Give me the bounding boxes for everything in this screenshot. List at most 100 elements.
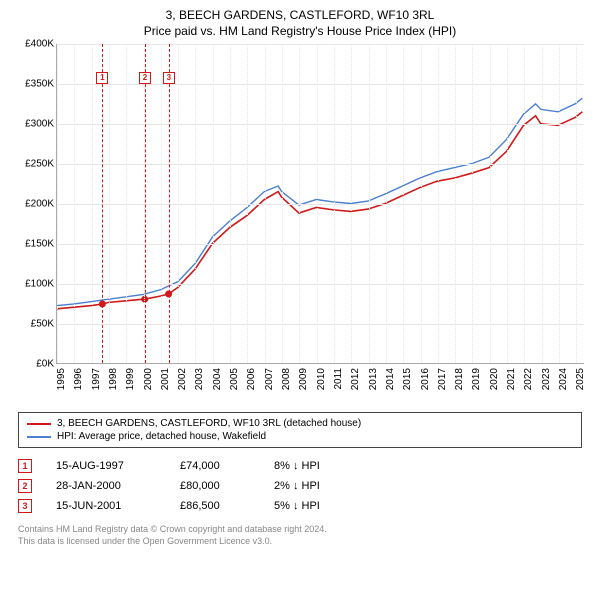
y-tick-label: £200K — [25, 199, 54, 210]
x-tick-label: 2005 — [229, 368, 240, 390]
x-tick-label: 2003 — [194, 368, 205, 390]
transaction-hpi-diff: 8% ↓ HPI — [274, 460, 354, 472]
series-line — [57, 98, 582, 305]
transaction-marker-line — [145, 44, 146, 363]
chart-area: £0K£50K£100K£150K£200K£250K£300K£350K£40… — [10, 44, 590, 404]
grid-vertical — [351, 44, 352, 363]
title-block: 3, BEECH GARDENS, CASTLEFORD, WF10 3RL P… — [10, 8, 590, 38]
y-tick-label: £300K — [25, 119, 54, 130]
grid-vertical — [472, 44, 473, 363]
title-subtitle: Price paid vs. HM Land Registry's House … — [10, 24, 590, 38]
y-tick-label: £0K — [36, 359, 54, 370]
x-tick-label: 2020 — [489, 368, 500, 390]
grid-horizontal — [57, 84, 584, 85]
grid-horizontal — [57, 284, 584, 285]
transaction-row-marker: 3 — [18, 499, 32, 513]
transaction-price: £74,000 — [180, 460, 250, 472]
grid-vertical — [438, 44, 439, 363]
x-tick-label: 2006 — [246, 368, 257, 390]
x-tick-label: 2012 — [350, 368, 361, 390]
legend-item: 3, BEECH GARDENS, CASTLEFORD, WF10 3RL (… — [27, 417, 573, 430]
transaction-price: £80,000 — [180, 480, 250, 492]
transaction-row: 228-JAN-2000£80,0002% ↓ HPI — [18, 476, 582, 496]
grid-vertical — [126, 44, 127, 363]
grid-vertical — [213, 44, 214, 363]
grid-vertical — [247, 44, 248, 363]
grid-vertical — [455, 44, 456, 363]
x-tick-label: 2007 — [264, 368, 275, 390]
y-tick-label: £50K — [31, 319, 54, 330]
x-tick-label: 2011 — [333, 368, 344, 390]
transaction-price: £86,500 — [180, 500, 250, 512]
x-tick-label: 2008 — [281, 368, 292, 390]
grid-vertical — [230, 44, 231, 363]
x-tick-label: 2015 — [402, 368, 413, 390]
grid-horizontal — [57, 244, 584, 245]
grid-vertical — [178, 44, 179, 363]
transaction-hpi-diff: 2% ↓ HPI — [274, 480, 354, 492]
legend-swatch — [27, 436, 51, 438]
x-tick-label: 2009 — [298, 368, 309, 390]
grid-vertical — [403, 44, 404, 363]
grid-vertical — [524, 44, 525, 363]
grid-vertical — [57, 44, 58, 363]
x-tick-label: 2002 — [177, 368, 188, 390]
grid-vertical — [369, 44, 370, 363]
x-tick-label: 2017 — [437, 368, 448, 390]
x-tick-label: 2024 — [558, 368, 569, 390]
x-tick-label: 2019 — [471, 368, 482, 390]
grid-horizontal — [57, 164, 584, 165]
title-address: 3, BEECH GARDENS, CASTLEFORD, WF10 3RL — [10, 8, 590, 22]
footer-line2: This data is licensed under the Open Gov… — [18, 536, 582, 548]
grid-vertical — [195, 44, 196, 363]
grid-vertical — [576, 44, 577, 363]
x-tick-label: 2010 — [316, 368, 327, 390]
x-tick-label: 1996 — [73, 368, 84, 390]
x-axis: 1995199619971998199920002001200220032004… — [56, 364, 584, 404]
grid-vertical — [559, 44, 560, 363]
transaction-row-marker: 2 — [18, 479, 32, 493]
legend-label: 3, BEECH GARDENS, CASTLEFORD, WF10 3RL (… — [57, 418, 361, 429]
x-tick-label: 2004 — [212, 368, 223, 390]
transaction-date: 15-JUN-2001 — [56, 500, 156, 512]
grid-horizontal — [57, 324, 584, 325]
grid-vertical — [265, 44, 266, 363]
transactions-table: 115-AUG-1997£74,0008% ↓ HPI228-JAN-2000£… — [18, 456, 582, 516]
y-tick-label: £250K — [25, 159, 54, 170]
grid-vertical — [74, 44, 75, 363]
transaction-date: 15-AUG-1997 — [56, 460, 156, 472]
footer-attribution: Contains HM Land Registry data © Crown c… — [18, 524, 582, 547]
series-line — [57, 112, 582, 309]
y-tick-label: £400K — [25, 39, 54, 50]
legend-item: HPI: Average price, detached house, Wake… — [27, 430, 573, 443]
grid-vertical — [421, 44, 422, 363]
y-axis: £0K£50K£100K£150K£200K£250K£300K£350K£40… — [10, 44, 56, 364]
transaction-marker-box: 3 — [163, 72, 175, 84]
transaction-marker-line — [102, 44, 103, 363]
transaction-marker-box: 2 — [139, 72, 151, 84]
legend-swatch — [27, 423, 51, 425]
grid-vertical — [490, 44, 491, 363]
x-tick-label: 2023 — [541, 368, 552, 390]
chart-container: 3, BEECH GARDENS, CASTLEFORD, WF10 3RL P… — [0, 0, 600, 555]
legend-box: 3, BEECH GARDENS, CASTLEFORD, WF10 3RL (… — [18, 412, 582, 448]
x-tick-label: 2001 — [160, 368, 171, 390]
grid-vertical — [386, 44, 387, 363]
plot-area: 1 23 — [56, 44, 584, 364]
grid-horizontal — [57, 44, 584, 45]
grid-vertical — [109, 44, 110, 363]
y-tick-label: £100K — [25, 279, 54, 290]
transaction-marker-line — [169, 44, 170, 363]
x-tick-label: 1995 — [56, 368, 67, 390]
grid-vertical — [92, 44, 93, 363]
x-tick-label: 1998 — [108, 368, 119, 390]
x-tick-label: 2021 — [506, 368, 517, 390]
x-tick-label: 2014 — [385, 368, 396, 390]
x-tick-label: 2018 — [454, 368, 465, 390]
x-tick-label: 2025 — [575, 368, 586, 390]
legend-label: HPI: Average price, detached house, Wake… — [57, 431, 266, 442]
x-tick-label: 2022 — [523, 368, 534, 390]
transaction-hpi-diff: 5% ↓ HPI — [274, 500, 354, 512]
transaction-marker-box: 1 — [96, 72, 108, 84]
x-tick-label: 2000 — [143, 368, 154, 390]
